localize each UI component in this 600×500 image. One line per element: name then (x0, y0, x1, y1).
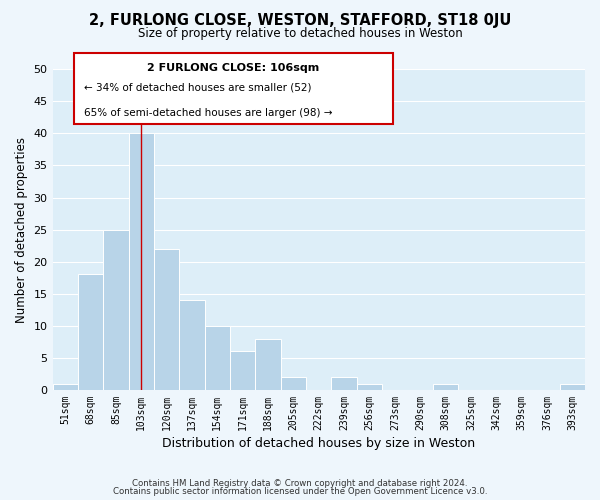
Bar (281, 377, 306, 390)
Bar (103, 230, 128, 390)
X-axis label: Distribution of detached houses by size in Weston: Distribution of detached houses by size … (162, 437, 475, 450)
Bar (230, 352, 256, 390)
FancyBboxPatch shape (74, 53, 394, 124)
Text: 2, FURLONG CLOSE, WESTON, STAFFORD, ST18 0JU: 2, FURLONG CLOSE, WESTON, STAFFORD, ST18… (89, 12, 511, 28)
Bar (128, 134, 154, 390)
Bar (357, 384, 382, 390)
Bar (433, 384, 458, 390)
Bar (154, 249, 179, 390)
Bar (205, 326, 230, 390)
Text: ← 34% of detached houses are smaller (52): ← 34% of detached houses are smaller (52… (85, 82, 312, 92)
Bar (78, 274, 103, 390)
Y-axis label: Number of detached properties: Number of detached properties (15, 136, 28, 322)
Text: Contains public sector information licensed under the Open Government Licence v3: Contains public sector information licen… (113, 487, 487, 496)
Bar (331, 377, 357, 390)
Text: 2 FURLONG CLOSE: 106sqm: 2 FURLONG CLOSE: 106sqm (148, 63, 320, 73)
Bar (179, 300, 205, 390)
Bar (256, 338, 281, 390)
Bar (560, 384, 585, 390)
Bar (53, 384, 78, 390)
Text: 65% of semi-detached houses are larger (98) →: 65% of semi-detached houses are larger (… (85, 108, 333, 118)
Text: Size of property relative to detached houses in Weston: Size of property relative to detached ho… (137, 28, 463, 40)
Text: Contains HM Land Registry data © Crown copyright and database right 2024.: Contains HM Land Registry data © Crown c… (132, 478, 468, 488)
